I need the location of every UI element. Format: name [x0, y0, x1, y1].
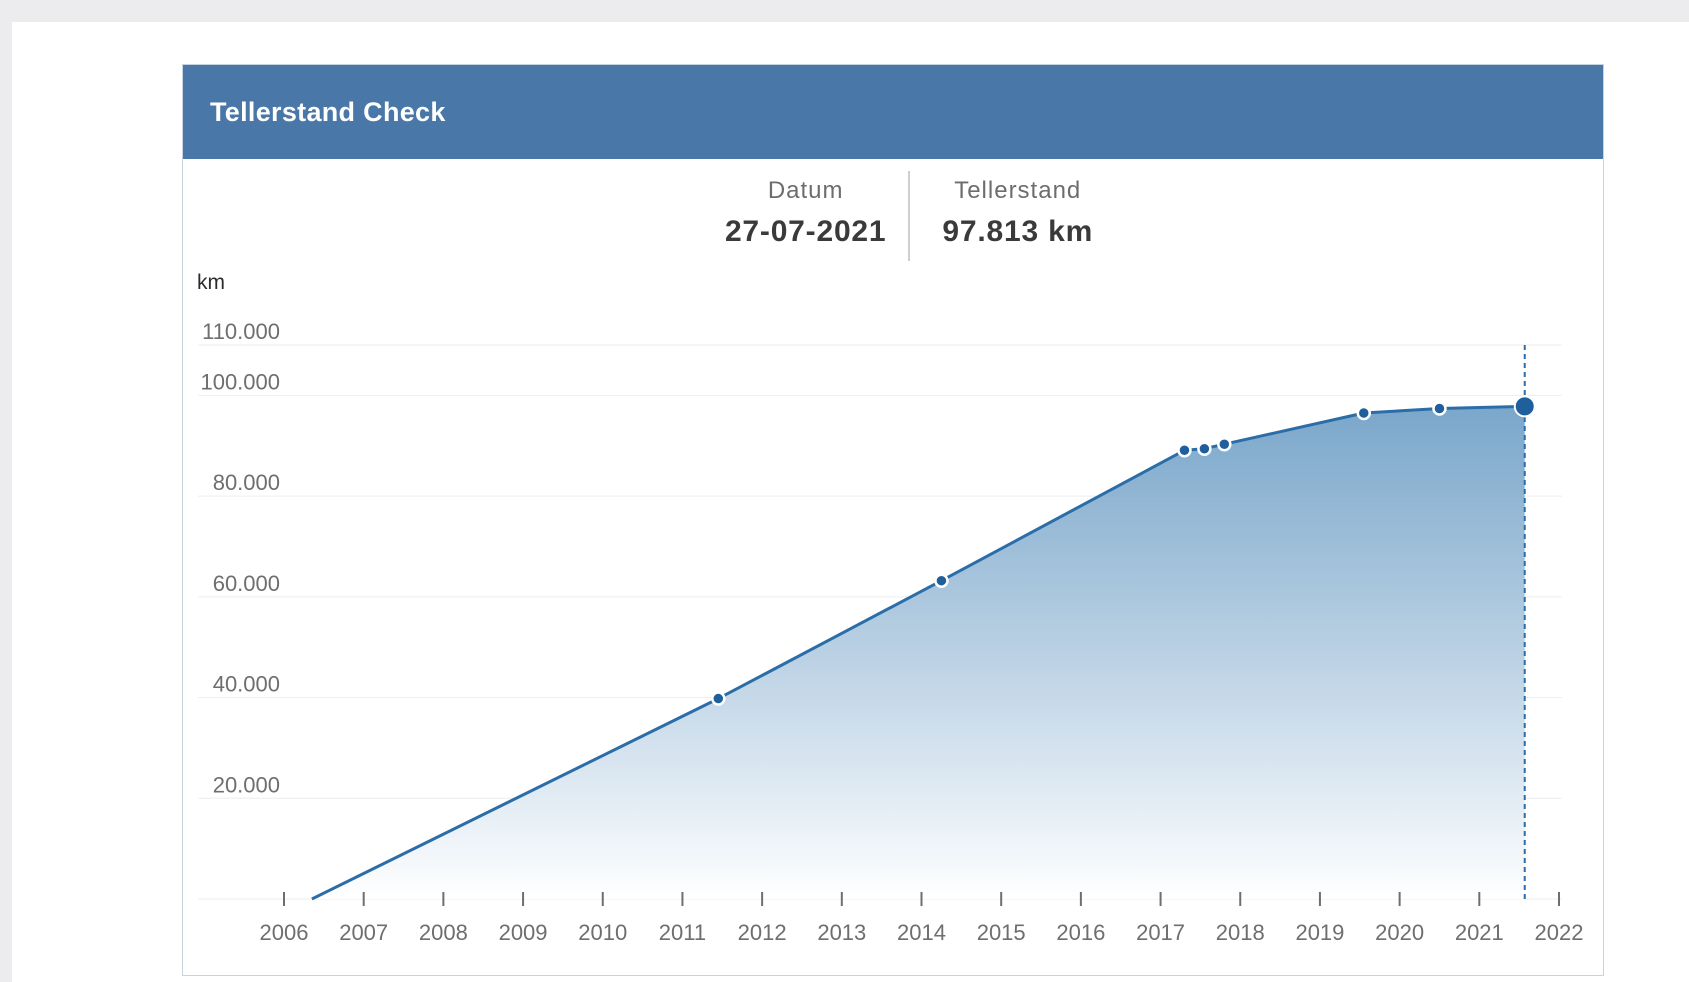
card-header: Tellerstand Check	[183, 65, 1603, 159]
x-tick-label: 2021	[1455, 920, 1504, 945]
x-tick-label: 2016	[1056, 920, 1105, 945]
y-axis-unit-label: km	[197, 271, 225, 294]
y-tick-label: 40.000	[213, 672, 280, 697]
x-tick-label: 2008	[419, 920, 468, 945]
x-tick-label: 2007	[339, 920, 388, 945]
series-area-fill	[311, 406, 1525, 899]
data-point[interactable]	[1432, 401, 1447, 416]
readout-mileage: Tellerstand 97.813 km	[910, 177, 1093, 249]
x-tick-label: 2009	[499, 920, 548, 945]
y-tick-label: 110.000	[202, 319, 280, 344]
mileage-label: Tellerstand	[954, 177, 1082, 204]
x-tick-label: 2019	[1295, 920, 1344, 945]
readout-divider	[908, 171, 911, 261]
data-point[interactable]	[711, 691, 726, 706]
data-point[interactable]	[1356, 405, 1372, 421]
data-point[interactable]	[934, 573, 949, 588]
x-tick-label: 2015	[977, 920, 1026, 945]
y-tick-label: 20.000	[213, 772, 280, 797]
mileage-chart[interactable]: km 20.000 40.000 60.000 80.000 100.000 110.000…	[0, 0, 1689, 960]
x-tick-label: 2012	[738, 920, 787, 945]
x-tick-label: 2020	[1375, 920, 1424, 945]
tooltip-readout: Datum 27-07-2021 Tellerstand 97.813 km	[183, 171, 1603, 261]
readout-date: Datum 27-07-2021	[725, 177, 908, 249]
x-tick-label: 2006	[260, 920, 309, 945]
x-tick-label: 2018	[1216, 920, 1265, 945]
date-label: Datum	[767, 177, 844, 204]
x-tick-label: 2011	[659, 920, 706, 945]
x-tick-label: 2022	[1535, 920, 1584, 945]
card-title: Tellerstand Check	[210, 96, 446, 127]
x-tick-label: 2013	[817, 920, 866, 945]
data-point[interactable]	[1197, 441, 1212, 456]
x-tick-label: 2017	[1136, 920, 1185, 945]
y-tick-label: 80.000	[213, 470, 280, 495]
data-point[interactable]	[1177, 443, 1192, 458]
data-point[interactable]	[1217, 436, 1232, 452]
x-tick-label: 2014	[897, 920, 946, 945]
highlighted-data-point[interactable]	[1513, 395, 1536, 418]
x-tick-label: 2010	[578, 920, 627, 945]
y-tick-label: 100.000	[200, 369, 280, 394]
date-value: 27-07-2021	[724, 215, 887, 248]
y-tick-label: 60.000	[213, 571, 280, 596]
mileage-value: 97.813 km	[942, 215, 1094, 248]
